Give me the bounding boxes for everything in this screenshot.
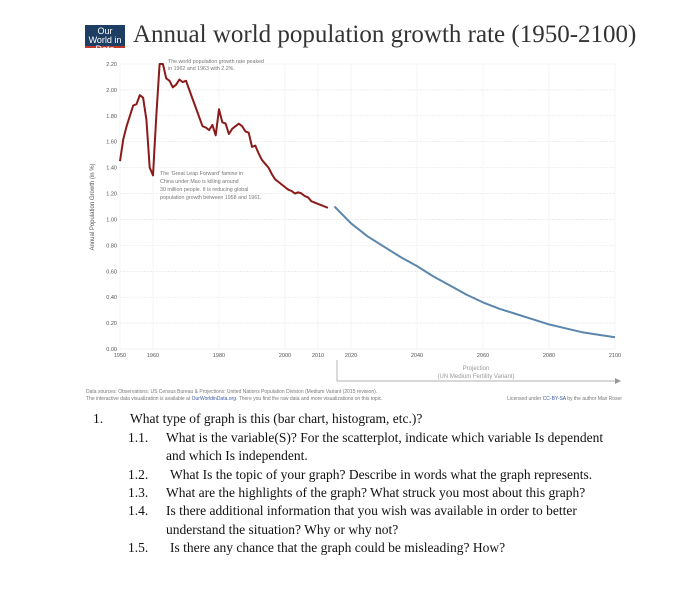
series	[119, 63, 616, 339]
x-tick-label: 1960	[147, 353, 159, 359]
y-tick-label: 0.00	[106, 347, 117, 353]
subquestion-number: 1.2.	[128, 467, 149, 482]
projection-arrow	[336, 360, 615, 382]
license-author: by the author Max Roser	[565, 396, 622, 402]
interactive-text-end: . There you find the raw data and more v…	[236, 396, 383, 402]
license-note: Licensed under CC-BY-SA by the author Ma…	[507, 396, 622, 402]
x-tick-labels: 1950 1960 1980 2000 2010 2020 2040 2060 2080 2100	[114, 353, 621, 359]
famine-annotation-line: population growth between 1958 and 1961.	[160, 195, 262, 201]
x-tick-label: 1950	[114, 353, 126, 359]
x-tick-label: 2060	[477, 353, 489, 359]
y-tick-label: 0.60	[106, 269, 117, 275]
logo-text: Our World in Data	[88, 26, 122, 54]
owid-link[interactable]: OurWorldinData.org	[191, 396, 236, 402]
subquestion-text: What Is the topic of your graph? Describ…	[170, 467, 593, 482]
y-tick-labels: 0.00 0.20 0.40 0.60 0.80 1.00 1.20 1.40 1.60 1.80…	[106, 62, 117, 353]
subquestion-text: Is there additional information that you…	[166, 503, 577, 518]
famine-annotation-line: 30 million people. It is reducing global	[160, 187, 248, 193]
subquestion-number: 1.4.	[128, 503, 149, 518]
x-tick-label: 2010	[312, 353, 324, 359]
data-sources: Data sources: Observations: US Census Bu…	[86, 389, 378, 395]
projection-sublabel: (UN Medium Fertility Variant)	[438, 374, 515, 380]
question-number: 1.	[93, 411, 104, 426]
projection-arrow-head	[615, 378, 621, 384]
subquestion-text: Is there any chance that the graph could…	[170, 540, 506, 555]
y-tick-label: 2.20	[106, 62, 117, 68]
projection-label: Projection	[463, 366, 490, 372]
peak-annotation-line: The world population growth rate peaked	[168, 59, 264, 65]
question-text: What type of graph is this (bar chart, h…	[130, 411, 423, 426]
observed-growth-line	[119, 63, 329, 209]
y-tick-label: 0.40	[106, 295, 117, 301]
x-tick-label: 2040	[411, 353, 423, 359]
subquestion-text: What are the highlights of the graph? Wh…	[166, 485, 586, 500]
famine-annotation-line: China under Mao is killing around	[160, 179, 239, 185]
y-tick-label: 0.80	[106, 243, 117, 249]
x-tick-label: 2100	[609, 353, 621, 359]
license-text: Licensed under	[507, 396, 543, 402]
interactive-text: The interactive data visualization is av…	[86, 396, 192, 402]
x-tick-label: 1980	[213, 353, 225, 359]
y-tick-label: 2.00	[106, 88, 117, 94]
y-tick-label: 1.20	[106, 192, 117, 198]
y-tick-label: 1.40	[106, 166, 117, 172]
y-tick-label: 0.20	[106, 321, 117, 327]
y-axis-label: Annual Population Growth (in %)	[90, 163, 96, 250]
y-tick-label: 1.80	[106, 114, 117, 120]
x-tick-label: 2080	[543, 353, 555, 359]
chart-title: Annual world population growth rate (195…	[133, 21, 637, 48]
subquestion-text: and which Is independent.	[166, 448, 308, 463]
subquestion-text: What is the variable(S)? For the scatter…	[166, 430, 604, 445]
subquestion-number: 1.1.	[128, 430, 149, 445]
interactive-note: The interactive data visualization is av…	[86, 396, 383, 402]
y-tick-label: 1.00	[106, 217, 117, 223]
subquestion-number: 1.5.	[128, 540, 149, 555]
subquestion-number: 1.3.	[128, 485, 149, 500]
subquestion-text: understand the situation? Why or why not…	[166, 522, 399, 537]
grid	[119, 63, 616, 350]
y-tick-label: 1.60	[106, 140, 117, 146]
peak-annotation-line: in 1962 and 1963 with 2.2%.	[168, 66, 235, 72]
x-tick-label: 2020	[345, 353, 357, 359]
famine-annotation-line: The 'Great Leap Forward' famine in	[160, 171, 243, 177]
license-link[interactable]: CC-BY-SA	[542, 396, 566, 402]
x-tick-label: 2000	[279, 353, 291, 359]
projection-growth-line	[333, 205, 616, 339]
our-world-in-data-logo: Our World in Data	[85, 25, 125, 54]
